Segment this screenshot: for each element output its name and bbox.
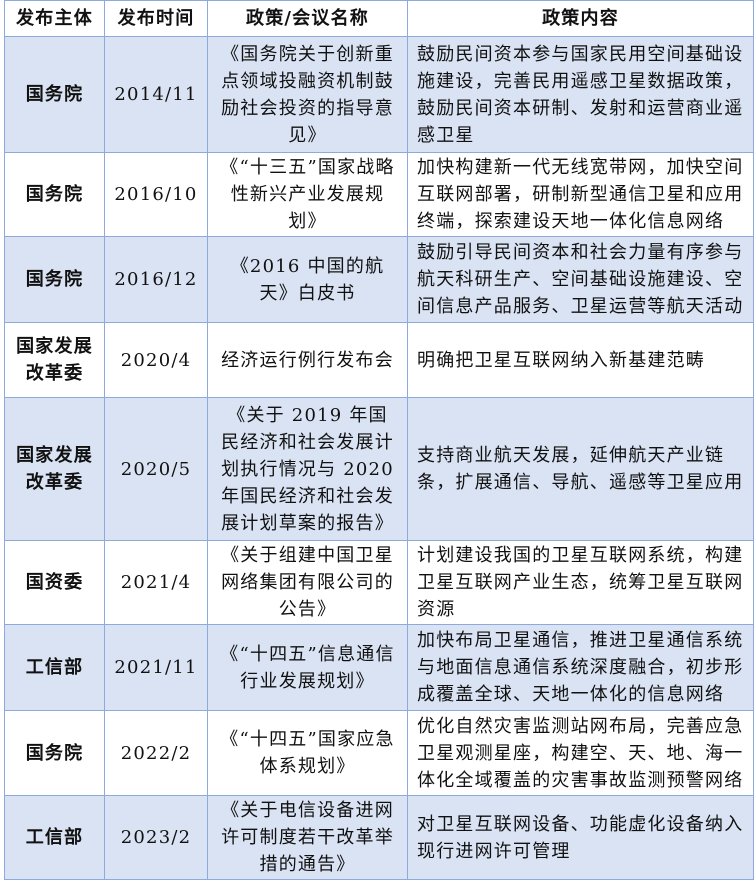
policy-name-cell: 《“十四五”国家应急体系规划》 [207,710,408,796]
table-row: 国务院 2022/2 《“十四五”国家应急体系规划》 优化自然灾害监测站网布局，完善应… [4,710,754,796]
table-row: 国务院 2014/11 《国务院关于创新重点领域投融资机制鼓励社会投资的指导意见》鼓… [4,36,754,153]
header-date: 发布时间 [104,0,208,37]
date-cell: 2023/2 [104,795,208,880]
date-cell: 2014/11 [104,36,208,153]
table-row: 国务院 2016/10 《“十三五”国家战略性新兴产业发展规划》 加快构建新一代无线宽… [4,152,754,237]
policy-name-cell: 《“十三五”国家战略性新兴产业发展规划》 [207,152,408,237]
table-row: 工信部 2021/11 《“十四五”信息通信行业发展规划》 加快布局卫星通信，推进卫星… [4,624,754,711]
policy-name-cell: 《关于电信设备进网许可制度若干改革举措的通告》 [207,795,408,880]
header-row: 发布主体 发布时间 政策/会议名称 政策内容 [4,0,754,37]
org-cell: 国务院 [4,36,105,153]
policy-table: 发布主体 发布时间 政策/会议名称 政策内容 国务院 2014/11 《国务院关于创… [4,0,754,880]
policy-content-cell: 计划建设我国的卫星互联网系统，构建卫星互联网产业生态，统筹卫星互联网资源 [407,540,754,625]
org-cell: 国资委 [4,540,105,625]
policy-name-cell: 《国务院关于创新重点领域投融资机制鼓励社会投资的指导意见》 [207,36,408,153]
header-name: 政策/会议名称 [207,0,408,37]
policy-name-cell: 《2016 中国的航天》白皮书 [207,236,408,323]
org-cell: 工信部 [4,795,105,880]
org-cell: 国务院 [4,710,105,796]
table-row: 工信部 2023/2 《关于电信设备进网许可制度若干改革举措的通告》 对卫星互联网设备… [4,795,754,880]
org-cell: 国务院 [4,152,105,237]
policy-content-cell: 鼓励引导民间资本和社会力量有序参与航天科研生产、空间基础设施建设、空间信息产品服… [407,236,754,323]
policy-content-cell: 加快构建新一代无线宽带网，加快空间互联网部署，研制新型通信卫星和应用终端，探索建… [407,152,754,237]
org-cell: 国家发展改革委 [4,322,105,398]
policy-name-cell: 《关于组建中国卫星网络集团有限公司的公告》 [207,540,408,625]
table-row: 国家发展改革委 2020/5 《关于 2019 年国民经济和社会发展计划执行情况与 … [4,397,754,541]
policy-content-cell: 鼓励民间资本参与国家民用空间基础设施建设，完善民用遥感卫星数据政策，鼓励民间资本… [407,36,754,153]
policy-name-cell: 《“十四五”信息通信行业发展规划》 [207,624,408,711]
policy-content-cell: 加快布局卫星通信，推进卫星通信系统与地面信息通信系统深度融合，初步形成覆盖全球、… [407,624,754,711]
date-cell: 2020/4 [104,322,208,398]
table-row: 国家发展改革委 2020/4 经济运行例行发布会 明确把卫星互联网纳入新基建范畴 [4,322,754,398]
date-cell: 2022/2 [104,710,208,796]
table-row: 国务院 2016/12 《2016 中国的航天》白皮书 鼓励引导民间资本和社会力量有序… [4,236,754,323]
policy-content-cell: 优化自然灾害监测站网布局，完善应急卫星观测星座，构建空、天、地、海一体化全域覆盖… [407,710,754,796]
policy-content-cell: 对卫星互联网设备、功能虚化设备纳入现行进网许可管理 [407,795,754,880]
header-content: 政策内容 [407,0,754,37]
policy-content-cell: 明确把卫星互联网纳入新基建范畴 [407,322,754,398]
org-cell: 工信部 [4,624,105,711]
date-cell: 2021/11 [104,624,208,711]
date-cell: 2021/4 [104,540,208,625]
date-cell: 2020/5 [104,397,208,541]
header-org: 发布主体 [4,0,105,37]
policy-content-cell: 支持商业航天发展，延伸航天产业链条，扩展通信、导航、遥感等卫星应用 [407,397,754,541]
table-row: 国资委 2021/4 《关于组建中国卫星网络集团有限公司的公告》 计划建设我国的卫星互… [4,540,754,625]
org-cell: 国务院 [4,236,105,323]
policy-name-cell: 《关于 2019 年国民经济和社会发展计划执行情况与 2020 年国民经济和社会… [207,397,408,541]
org-cell: 国家发展改革委 [4,397,105,541]
policy-name-cell: 经济运行例行发布会 [207,322,408,398]
date-cell: 2016/10 [104,152,208,237]
date-cell: 2016/12 [104,236,208,323]
